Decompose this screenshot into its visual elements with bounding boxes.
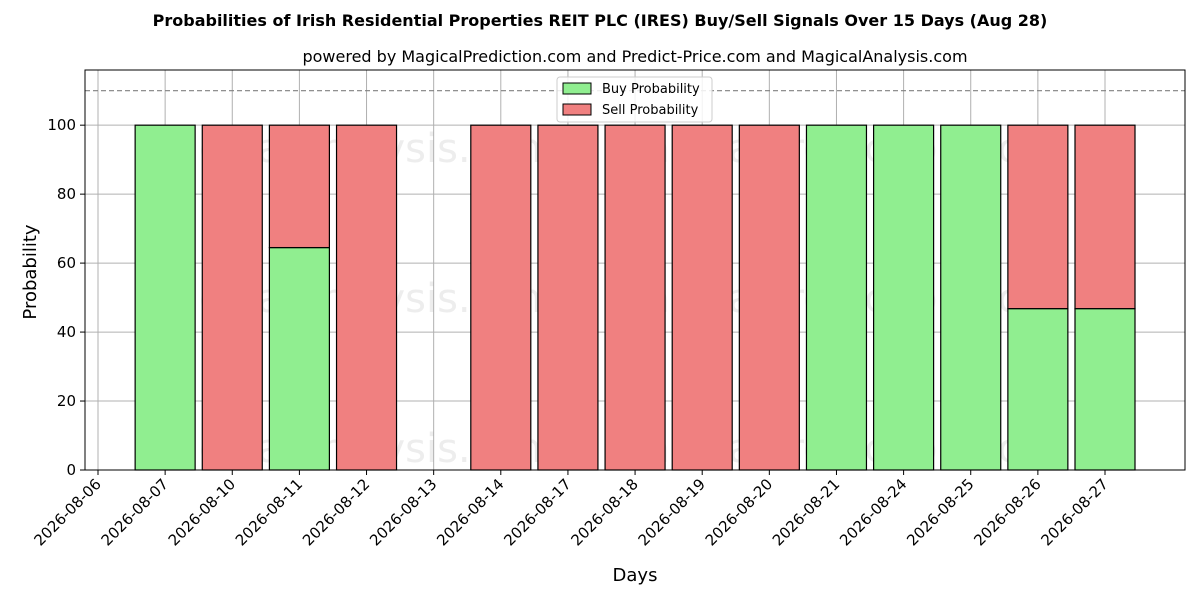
legend-swatch-sell <box>562 103 592 116</box>
sell-bar <box>671 124 733 471</box>
sell-bar <box>1074 124 1136 310</box>
y-tick-label: 40 <box>57 323 76 341</box>
y-tick-label: 60 <box>57 254 76 272</box>
x-tick-label: 2026-08-11 <box>232 475 306 549</box>
buy-bar <box>940 124 1002 471</box>
y-tick-label: 20 <box>57 392 76 410</box>
buy-bar <box>268 246 330 471</box>
chart-subtitle: powered by MagicalPrediction.com and Pre… <box>302 47 967 66</box>
sell-bar <box>268 124 330 249</box>
x-tick-label: 2026-08-13 <box>366 475 440 549</box>
sell-bar <box>470 124 532 471</box>
x-axis: 2026-08-062026-08-072026-08-102026-08-11… <box>30 470 1112 549</box>
x-tick-label: 2026-08-06 <box>30 475 104 549</box>
y-tick-label: 0 <box>66 461 76 479</box>
x-tick-label: 2026-08-18 <box>568 475 642 549</box>
x-tick-label: 2026-08-19 <box>635 475 709 549</box>
buy-bar <box>1007 308 1069 471</box>
x-tick-label: 2026-08-25 <box>903 475 977 549</box>
y-tick-label: 100 <box>47 116 76 134</box>
y-axis-label: Probability <box>20 224 41 319</box>
sell-bar <box>738 124 800 471</box>
x-tick-label: 2026-08-10 <box>165 475 239 549</box>
sell-bar <box>1007 124 1069 310</box>
buy-bar <box>872 124 935 471</box>
x-axis-label: Days <box>613 565 658 586</box>
x-tick-label: 2026-08-26 <box>970 475 1044 549</box>
legend-box <box>556 76 713 123</box>
sell-bar <box>537 124 599 471</box>
x-tick-label: 2026-08-27 <box>1037 475 1111 549</box>
sell-bar <box>335 124 398 471</box>
x-tick-label: 2026-08-07 <box>98 475 172 549</box>
legend-label-sell: Sell Probability <box>602 103 699 118</box>
bars <box>134 124 1136 471</box>
buy-bar <box>134 124 196 471</box>
legend-swatch-buy <box>562 82 592 95</box>
buy-bar <box>1074 308 1136 471</box>
x-tick-label: 2026-08-21 <box>769 475 843 549</box>
x-tick-label: 2026-08-24 <box>836 475 910 549</box>
sell-bar <box>201 124 263 471</box>
chart-title: Probabilities of Irish Residential Prope… <box>153 11 1048 30</box>
legend: Buy Probability Sell Probability <box>556 76 713 123</box>
x-tick-label: 2026-08-12 <box>299 475 373 549</box>
x-tick-label: 2026-08-14 <box>433 475 507 549</box>
y-axis: 0 20 40 60 80 100 <box>47 116 85 479</box>
buy-bar <box>805 124 868 471</box>
x-tick-label: 2026-08-17 <box>500 475 574 549</box>
y-tick-label: 80 <box>57 185 76 203</box>
sell-bar <box>604 124 666 471</box>
legend-label-buy: Buy Probability <box>602 82 700 97</box>
x-tick-label: 2026-08-20 <box>702 475 776 549</box>
